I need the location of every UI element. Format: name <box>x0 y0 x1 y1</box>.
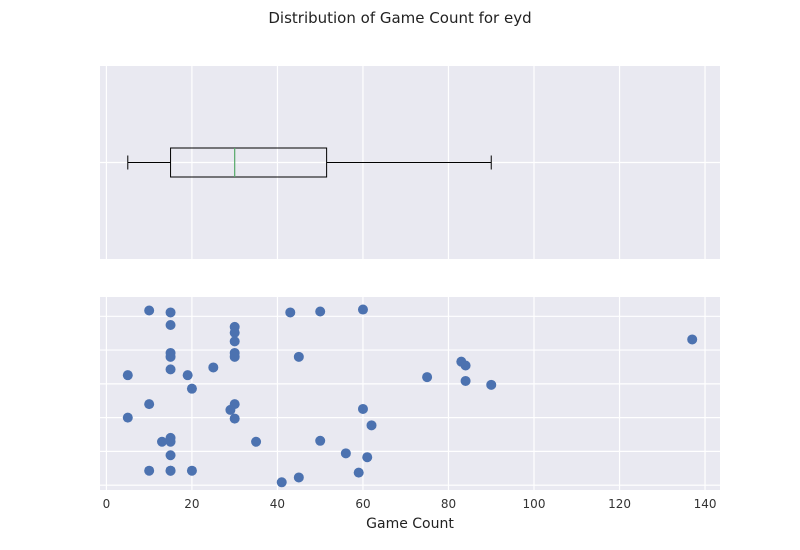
box-iqr <box>170 147 328 178</box>
scatter-point <box>460 375 471 386</box>
x-tick-label: 60 <box>355 497 370 511</box>
scatter-point <box>460 360 471 371</box>
scatter-point <box>186 383 197 394</box>
scatter-point <box>229 351 240 362</box>
scatter-point <box>144 305 155 316</box>
x-tick-label: 80 <box>441 497 456 511</box>
scatter-point <box>165 307 176 318</box>
x-axis-ticks: 0 20 40 60 80 100 120 140 <box>103 497 717 511</box>
scatter-point <box>229 336 240 347</box>
scatter-point <box>229 413 240 424</box>
scatter-point <box>165 465 176 476</box>
scatter-point <box>122 412 133 423</box>
x-tick-label: 120 <box>608 497 631 511</box>
scatter-point <box>186 465 197 476</box>
scatter-point <box>293 351 304 362</box>
scatter-point <box>422 372 433 383</box>
x-axis-label: Game Count <box>366 516 454 532</box>
scatter-panel <box>100 297 720 490</box>
scatter-points <box>122 304 698 488</box>
scatter-point <box>276 477 287 488</box>
scatter-point <box>486 379 497 390</box>
scatter-point <box>366 420 377 431</box>
scatter-point <box>182 370 193 381</box>
scatter-point <box>122 370 133 381</box>
scatter-point <box>165 436 176 447</box>
scatter-point <box>165 364 176 375</box>
scatter-point <box>144 465 155 476</box>
x-tick-label: 100 <box>523 497 546 511</box>
x-tick-label: 20 <box>184 497 199 511</box>
scatter-point <box>165 351 176 362</box>
scatter-point <box>285 307 296 318</box>
scatter-point <box>225 404 236 415</box>
scatter-point <box>315 435 326 446</box>
scatter-point <box>251 436 262 447</box>
scatter-point <box>362 452 373 463</box>
boxplot-panel <box>100 66 720 259</box>
x-tick-label: 0 <box>103 497 111 511</box>
scatter-point <box>165 450 176 461</box>
scatter-point <box>165 319 176 330</box>
scatter-point <box>357 304 368 315</box>
x-tick-label: 140 <box>694 497 717 511</box>
scatter-point <box>144 399 155 410</box>
scatter-point <box>340 448 351 459</box>
scatter-point <box>293 472 304 483</box>
scatter-point <box>357 403 368 414</box>
scatter-point <box>208 362 219 373</box>
scatter-point <box>229 327 240 338</box>
scatter-point <box>315 306 326 317</box>
boxplot <box>127 147 492 178</box>
scatter-point <box>157 436 167 447</box>
scatter-plot-area <box>100 297 720 490</box>
scatter-point <box>353 467 364 478</box>
scatter-point <box>687 334 698 345</box>
x-tick-label: 40 <box>270 497 285 511</box>
chart-title: Distribution of Game Count for eyd <box>268 9 531 27</box>
